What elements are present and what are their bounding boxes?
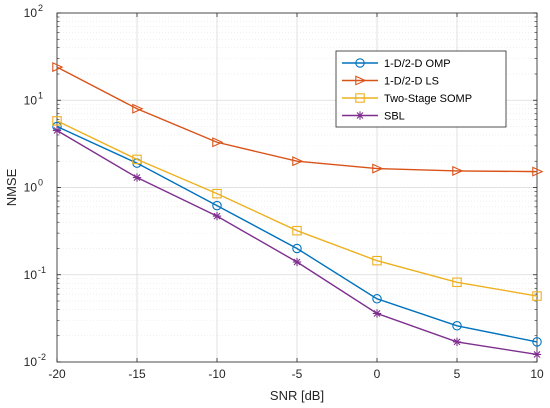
data-point (532, 337, 542, 347)
legend-entry: Two-Stage SOMP (342, 93, 472, 105)
asterisk-stroke (533, 351, 541, 358)
y-tick-label: 10 (24, 268, 38, 282)
asterisk-stroke (293, 258, 301, 266)
data-point (212, 211, 222, 221)
series-3 (52, 126, 542, 359)
data-point (292, 243, 302, 254)
series-1 (52, 62, 544, 177)
y-tick-label-exponent: 1 (38, 90, 43, 100)
data-point (212, 137, 224, 148)
x-axis-label: SNR [dB] (270, 388, 324, 403)
legend-label: Two-Stage SOMP (384, 93, 472, 105)
series-layer (52, 62, 544, 359)
data-point (372, 309, 382, 318)
legend-label: 1-D/2-D LS (384, 76, 439, 88)
legend-entry: 1-D/2-D OMP (342, 58, 451, 70)
x-tick-label: 0 (374, 367, 381, 381)
y-tick-label-exponent: -2 (38, 352, 46, 362)
data-point (52, 62, 64, 73)
data-point (212, 200, 222, 211)
series-2 (52, 116, 542, 301)
y-tick-label: 10 (24, 93, 38, 107)
asterisk-stroke (453, 338, 461, 346)
data-point (452, 321, 462, 331)
asterisk-stroke (213, 212, 221, 220)
data-point (132, 154, 142, 165)
data-point (292, 225, 302, 236)
asterisk-stroke (133, 174, 141, 181)
legend-marker (355, 111, 365, 120)
x-tick-label: 5 (454, 367, 461, 381)
x-tick-label: -10 (208, 367, 226, 381)
y-tick-label-exponent: 2 (38, 3, 43, 13)
asterisk-stroke (53, 127, 61, 134)
data-point (532, 350, 542, 359)
x-tick-label: 10 (530, 367, 544, 381)
y-tick-label: 10 (24, 355, 38, 369)
data-point (532, 166, 544, 177)
data-point (132, 173, 142, 182)
y-tick-label: 10 (24, 181, 38, 195)
legend-marker (355, 75, 367, 86)
y-axis-label: NMSE (4, 168, 19, 206)
legend-marker (355, 58, 365, 68)
legend-entry: 1-D/2-D LS (342, 75, 439, 88)
data-point (372, 294, 382, 304)
x-tick-label: -15 (128, 367, 146, 381)
legend: 1-D/2-D OMP 1-D/2-D LS Two-Stage SOMP SBL (335, 50, 507, 128)
data-point (132, 103, 144, 114)
legend-label: 1-D/2-D OMP (384, 58, 451, 70)
legend-marker (355, 93, 365, 103)
data-point (372, 163, 384, 174)
y-tick-label: 10 (24, 6, 38, 20)
x-tick-label: -5 (292, 367, 303, 381)
series-line (56, 120, 538, 297)
asterisk-stroke (356, 112, 364, 119)
data-point (452, 165, 464, 176)
asterisk-stroke (373, 310, 381, 317)
data-point (452, 277, 462, 288)
data-point (532, 291, 542, 301)
data-point (292, 156, 304, 167)
data-point (372, 255, 382, 266)
series-line (56, 66, 538, 173)
data-point (292, 257, 302, 267)
legend-label: SBL (384, 111, 405, 123)
data-point (52, 116, 62, 126)
data-point (452, 337, 462, 347)
legend-entry: SBL (342, 111, 405, 123)
data-point (212, 188, 222, 199)
y-tick-label-exponent: -1 (38, 265, 46, 275)
y-tick-label-exponent: 0 (38, 178, 43, 188)
x-tick-label: -20 (48, 367, 66, 381)
data-point (52, 126, 62, 135)
